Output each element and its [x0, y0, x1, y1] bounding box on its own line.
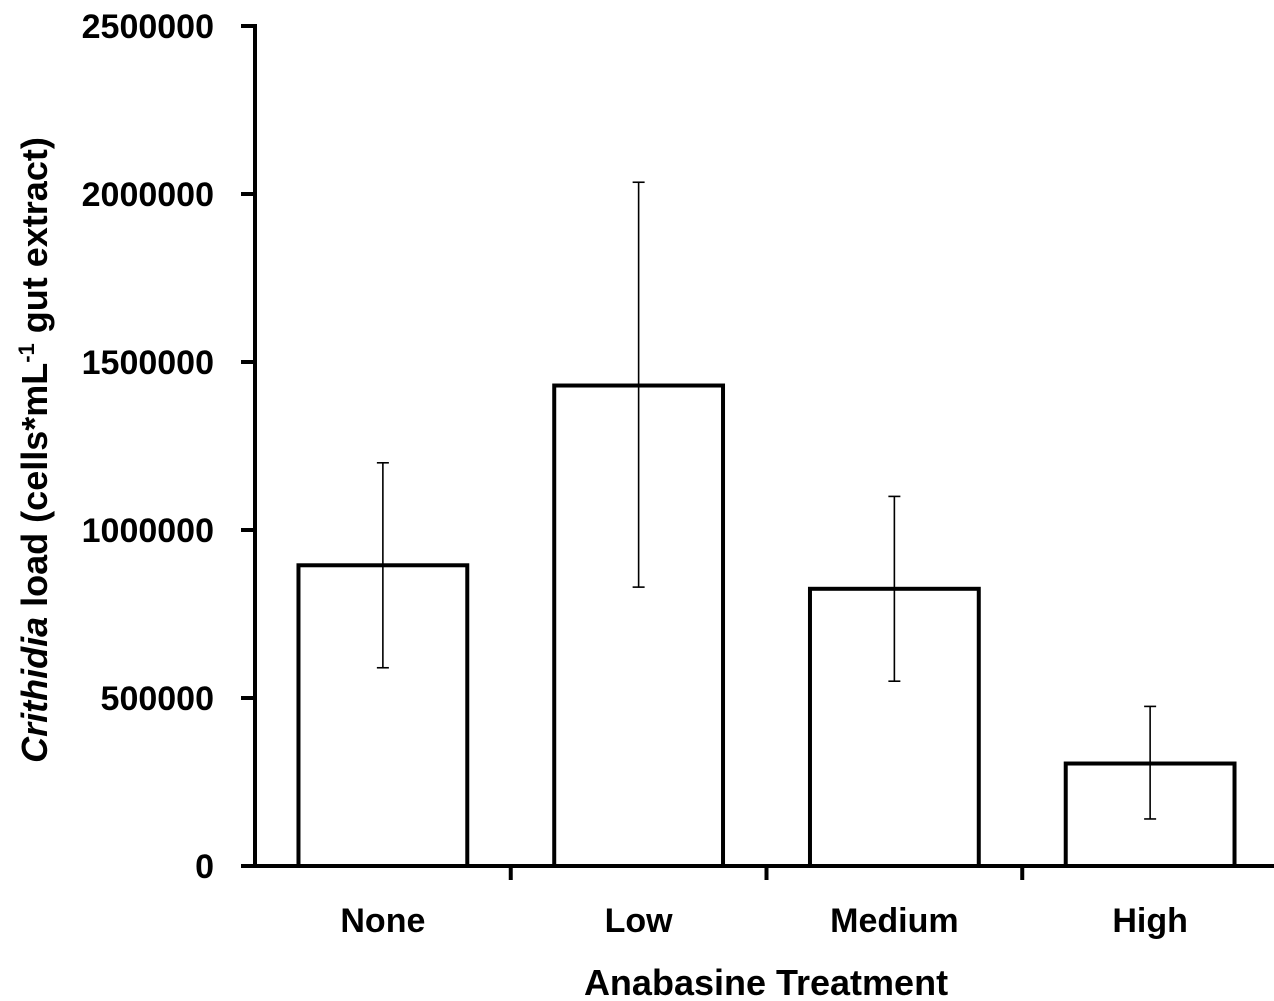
y-ticks-layer: 0 500000 1000000 1500000 2000000 2500000 — [82, 8, 255, 886]
y-tick-label: 0 — [195, 848, 214, 886]
y-axis-title: Crithidia load (cells*mL-1 gut extract) — [14, 137, 55, 763]
y-tick-label: 1000000 — [82, 512, 214, 550]
x-tick-label: None — [340, 902, 425, 940]
y-tick-label: 1500000 — [82, 344, 214, 382]
y-axis-title-italic: Crithidia — [14, 617, 55, 763]
bars-layer — [296, 383, 1237, 869]
y-axis-title-end: gut extract) — [14, 137, 55, 343]
error-bars-layer — [376, 181, 1157, 820]
y-axis-title-superscript: -1 — [14, 343, 39, 363]
y-axis-title-main: load (cells*mL — [14, 363, 55, 617]
x-ticks-layer: None Low Medium High — [340, 866, 1188, 940]
x-tick-label: Medium — [830, 902, 958, 940]
error-bar-low — [632, 181, 645, 588]
x-axis-title: Anabasine Treatment — [584, 962, 948, 1001]
x-tick-label: High — [1112, 902, 1188, 940]
y-tick-label: 2500000 — [82, 8, 214, 46]
error-bar-medium — [888, 495, 901, 683]
error-bar-high — [1144, 705, 1157, 820]
y-tick-label: 500000 — [101, 680, 214, 718]
x-tick-label: Low — [605, 902, 674, 940]
error-bar-none — [376, 461, 389, 669]
y-tick-label: 2000000 — [82, 176, 214, 214]
